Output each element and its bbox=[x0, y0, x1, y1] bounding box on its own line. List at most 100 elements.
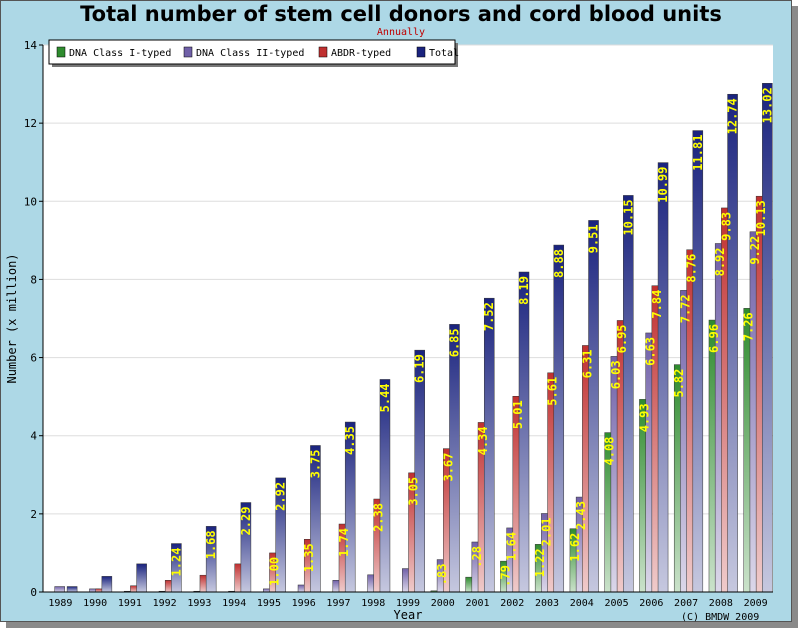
x-tick-label: 1992 bbox=[153, 598, 177, 609]
data-label: 4.08 bbox=[603, 437, 617, 466]
data-label: 8.88 bbox=[552, 249, 566, 278]
data-label: 13.02 bbox=[760, 87, 774, 123]
data-label: 1.62 bbox=[568, 533, 582, 562]
x-tick-label: 1990 bbox=[83, 598, 107, 609]
data-label: 10.13 bbox=[754, 200, 768, 236]
x-tick-label: 2001 bbox=[465, 598, 489, 609]
data-label: 12.74 bbox=[726, 98, 740, 134]
data-label: 6.19 bbox=[413, 354, 427, 383]
data-label: 5.82 bbox=[672, 369, 686, 398]
data-label: 2.01 bbox=[539, 517, 553, 546]
data-label: 7.52 bbox=[482, 302, 496, 331]
data-label: .28 bbox=[470, 546, 484, 568]
x-tick-label: 1991 bbox=[118, 598, 142, 609]
x-tick-label: 1996 bbox=[292, 598, 316, 609]
data-label: 1.24 bbox=[169, 548, 183, 577]
x-tick-label: 1994 bbox=[222, 598, 246, 609]
y-axis-label: Number (x million) bbox=[5, 253, 19, 383]
legend-label: DNA Class I-typed bbox=[69, 48, 171, 59]
bar-total-2007 bbox=[692, 130, 704, 593]
data-label: 11.81 bbox=[691, 135, 705, 171]
bar-total-2005 bbox=[623, 195, 634, 593]
legend-label: Total bbox=[429, 48, 459, 59]
x-tick-label: 1999 bbox=[396, 598, 420, 609]
chart-frame: Total number of stem cell donors and cor… bbox=[0, 0, 792, 623]
data-label: 1.64 bbox=[505, 532, 519, 561]
chart-subtitle: Annually bbox=[376, 27, 426, 38]
data-label: 8.76 bbox=[685, 254, 699, 283]
legend-label: DNA Class II-typed bbox=[196, 48, 304, 59]
data-label: 4.34 bbox=[476, 426, 490, 455]
x-tick-label: 2007 bbox=[674, 598, 698, 609]
data-label: 6.95 bbox=[615, 324, 629, 353]
legend-swatch bbox=[416, 46, 426, 58]
data-label: 10.15 bbox=[621, 199, 635, 235]
data-label: 10.99 bbox=[656, 167, 670, 203]
y-tick-label: 12 bbox=[24, 117, 37, 130]
data-label: 1.68 bbox=[204, 530, 218, 559]
data-label: 3.75 bbox=[308, 449, 322, 478]
bar-dna-class-ii-typed-1989 bbox=[54, 586, 65, 593]
x-tick-label: 1998 bbox=[361, 598, 385, 609]
bar-total-2002 bbox=[518, 271, 530, 593]
data-label: 6.03 bbox=[609, 360, 623, 389]
data-label: 3.05 bbox=[407, 477, 421, 506]
data-label: 6.85 bbox=[447, 328, 461, 357]
bar-total-2003 bbox=[553, 244, 565, 593]
data-label: 1.35 bbox=[302, 543, 316, 572]
data-label: 5.61 bbox=[546, 377, 560, 406]
bar-total-1999 bbox=[414, 349, 425, 593]
legend-swatch bbox=[318, 46, 328, 58]
data-label: 6.31 bbox=[580, 349, 594, 378]
y-tick-label: 8 bbox=[30, 273, 37, 286]
x-tick-label: 2004 bbox=[570, 598, 594, 609]
x-axis-label: Year bbox=[394, 608, 423, 621]
legend-swatch bbox=[183, 46, 193, 58]
legend-swatch bbox=[56, 46, 66, 58]
data-label: 4.93 bbox=[637, 403, 651, 432]
bar-total-2004 bbox=[588, 220, 599, 593]
bar-chart: 1.24 1.68 2.29 1.00 2.92 1.35 3.75 1.74 4.35 2.38… bbox=[5, 39, 774, 621]
data-label: 7.26 bbox=[742, 312, 756, 341]
bar-total-2008 bbox=[727, 93, 738, 593]
data-label: 2.38 bbox=[372, 503, 386, 532]
data-label: 8.19 bbox=[517, 276, 531, 305]
bar-total-1989 bbox=[66, 586, 78, 593]
copyright-note: (C) BMDW 2009 bbox=[681, 612, 760, 623]
x-tick-label: 2009 bbox=[744, 598, 768, 609]
x-tick-label: 1997 bbox=[326, 598, 350, 609]
x-tick-label: 1993 bbox=[187, 598, 211, 609]
y-tick-label: 2 bbox=[30, 508, 37, 521]
data-label: 7.84 bbox=[650, 290, 664, 319]
x-tick-label: 2005 bbox=[605, 598, 629, 609]
data-label: 2.92 bbox=[274, 482, 288, 511]
bar-total-2009 bbox=[762, 83, 773, 593]
data-label: 8.92 bbox=[713, 247, 727, 276]
x-tick-label: 1989 bbox=[48, 598, 72, 609]
data-label: 2.29 bbox=[239, 507, 253, 536]
y-tick-label: 0 bbox=[30, 586, 37, 599]
y-tick-label: 10 bbox=[24, 195, 37, 208]
data-label: 9.22 bbox=[748, 236, 762, 265]
data-label: 7.72 bbox=[678, 294, 692, 323]
y-tick-label: 6 bbox=[30, 352, 37, 365]
data-label: 5.44 bbox=[378, 383, 392, 412]
data-label: 3.67 bbox=[441, 453, 455, 482]
data-label: 4.35 bbox=[343, 426, 357, 455]
data-label: 9.83 bbox=[719, 212, 733, 241]
x-tick-label: 2002 bbox=[500, 598, 524, 609]
x-tick-label: 2006 bbox=[639, 598, 663, 609]
bar-total-1991 bbox=[136, 563, 147, 593]
data-label: .83 bbox=[435, 564, 449, 586]
data-label: 1.74 bbox=[337, 528, 351, 557]
y-tick-label: 4 bbox=[30, 430, 37, 443]
x-tick-label: 2003 bbox=[535, 598, 559, 609]
bar-total-2006 bbox=[657, 162, 669, 593]
data-label: 6.96 bbox=[707, 324, 721, 353]
chart-title: Total number of stem cell donors and cor… bbox=[80, 2, 722, 26]
legend-label: ABDR-typed bbox=[331, 48, 391, 59]
data-label: 6.63 bbox=[644, 337, 658, 366]
data-label: 1.00 bbox=[267, 557, 281, 586]
data-label: .79 bbox=[498, 565, 512, 587]
legend bbox=[48, 39, 456, 65]
